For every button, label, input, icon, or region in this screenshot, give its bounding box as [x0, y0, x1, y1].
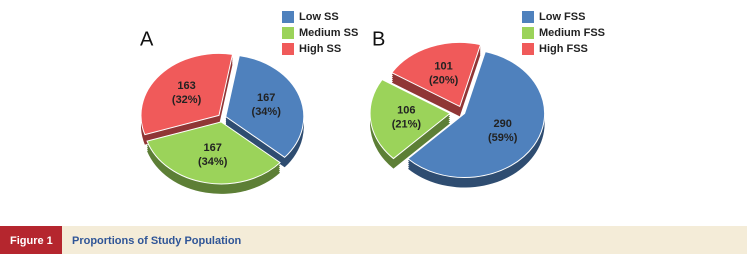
legend-swatch: [522, 27, 534, 39]
legend-label: Medium SS: [299, 27, 358, 39]
caption-bar: [0, 226, 747, 254]
legend-label: Medium FSS: [539, 27, 605, 39]
value-label: 101: [434, 61, 452, 73]
percent-label: (34%): [198, 156, 228, 168]
pie-slice: [140, 52, 234, 136]
chart-title: B: [372, 28, 385, 50]
percent-label: (21%): [392, 118, 422, 130]
caption-label-box: [0, 226, 62, 254]
figure-label: Figure 1: [10, 235, 53, 247]
pie-slice: [391, 41, 482, 108]
legend-swatch: [282, 43, 294, 55]
legend-label: Low FSS: [539, 11, 585, 23]
value-label: 163: [177, 80, 195, 92]
percent-label: (34%): [252, 106, 282, 118]
legend-label: High FSS: [539, 43, 588, 55]
chart-title: A: [140, 28, 154, 50]
value-label: 167: [257, 92, 275, 104]
legend-label: High SS: [299, 43, 341, 55]
pie-slice: [225, 55, 305, 158]
legend-swatch: [282, 11, 294, 23]
pie-slice: [407, 51, 546, 178]
legend-swatch: [522, 11, 534, 23]
pie-slice: [369, 78, 452, 160]
legend-swatch: [282, 27, 294, 39]
legend-swatch: [522, 43, 534, 55]
percent-label: (32%): [172, 94, 202, 106]
percent-label: (59%): [488, 132, 518, 144]
pie-slice: [146, 121, 281, 185]
value-label: 106: [397, 104, 415, 116]
value-label: 167: [204, 142, 222, 154]
legend-label: Low SS: [299, 11, 339, 23]
value-label: 290: [494, 118, 512, 130]
percent-label: (20%): [429, 75, 459, 87]
figure-caption: Proportions of Study Population: [72, 235, 242, 247]
